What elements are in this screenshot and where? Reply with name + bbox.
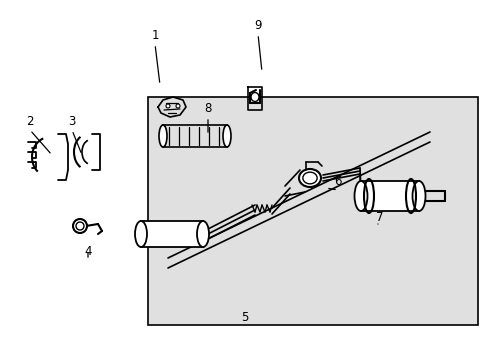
Ellipse shape	[298, 169, 320, 187]
Bar	[148, 97, 477, 325]
Ellipse shape	[412, 181, 425, 211]
Bar	[141, 221, 203, 247]
Ellipse shape	[302, 172, 317, 184]
Text: 8: 8	[204, 102, 211, 115]
Bar	[360, 181, 418, 211]
Ellipse shape	[354, 181, 367, 211]
Text: 7: 7	[375, 211, 383, 224]
Ellipse shape	[176, 104, 180, 108]
Text: 9: 9	[254, 19, 261, 32]
Text: 6: 6	[334, 175, 341, 188]
Ellipse shape	[165, 104, 170, 108]
Ellipse shape	[135, 221, 147, 247]
Ellipse shape	[223, 125, 230, 147]
Ellipse shape	[159, 125, 167, 147]
Ellipse shape	[73, 219, 87, 233]
Ellipse shape	[76, 222, 84, 230]
Ellipse shape	[197, 221, 208, 247]
Text: 3: 3	[68, 115, 76, 128]
Text: 5: 5	[241, 311, 248, 324]
Text: 4: 4	[84, 245, 92, 258]
Text: 1: 1	[151, 29, 159, 42]
Text: 2: 2	[26, 115, 34, 128]
Ellipse shape	[250, 93, 259, 102]
